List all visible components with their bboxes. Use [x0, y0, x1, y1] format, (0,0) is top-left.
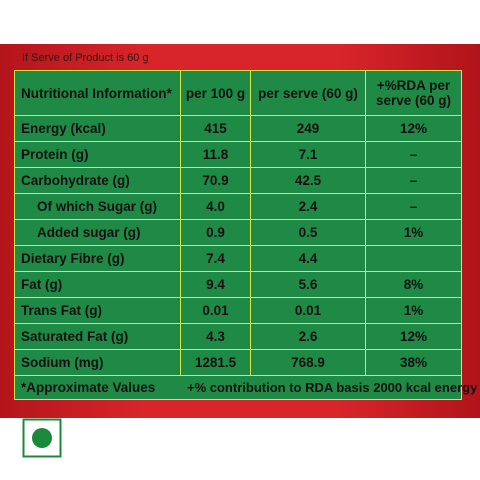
nutrient-cell: Carbohydrate (g) — [15, 168, 181, 193]
value-cell: 415 — [181, 116, 251, 141]
nutrient-cell: Energy (kcal) — [15, 116, 181, 141]
value-cell: 7.1 — [251, 142, 366, 167]
value-cell: 4.4 — [251, 246, 366, 271]
value-cell: 249 — [251, 116, 366, 141]
value-cell: 1% — [403, 303, 424, 318]
header-cell: per 100 g — [181, 71, 251, 115]
footer-text: *Approximate Values — [21, 380, 156, 395]
value-cell: – — [409, 173, 418, 188]
value-cell: 4.3 — [181, 324, 251, 349]
table-row: Added sugar (g) 0.9 0.5 1% — [15, 220, 461, 246]
value-cell: 0.01 — [181, 298, 251, 323]
header-cell: per serve (60 g) — [251, 71, 366, 115]
value-cell: – — [409, 199, 418, 214]
footer-row: *Approximate Values +% contribution to RD… — [15, 376, 477, 399]
value-cell: 38% — [399, 355, 428, 370]
value-cell: 7.4 — [181, 246, 251, 271]
value-cell: 70.9 — [181, 168, 251, 193]
nutrient-cell: Protein (g) — [15, 142, 181, 167]
value-cell: 0.01 — [251, 298, 366, 323]
value-cell: 2.6 — [251, 324, 366, 349]
table-row: Energy (kcal) 415 249 12% — [15, 116, 461, 142]
nutrient-cell: Added sugar (g) — [15, 220, 181, 245]
table-row: Saturated Fat (g) 4.3 2.6 12% — [15, 324, 461, 350]
table-row: Carbohydrate (g) 70.9 42.5 – — [15, 168, 461, 194]
value-cell: 12% — [399, 329, 428, 344]
nutrient-cell: Saturated Fat (g) — [15, 324, 181, 349]
header-cell: +%RDA per serve (60 g) — [375, 78, 452, 108]
value-cell: 5.6 — [251, 272, 366, 297]
value-cell: 1281.5 — [181, 350, 251, 375]
header-cell: Nutritional Information* — [15, 71, 181, 115]
veg-symbol — [22, 418, 62, 458]
value-cell: 768.9 — [251, 350, 366, 375]
nutrient-cell: Fat (g) — [15, 272, 181, 297]
nutrition-table: Nutritional Information* per 100 g per ser… — [14, 70, 477, 400]
serve-note: If Serve of Product is 60 g — [22, 52, 149, 64]
nutrient-cell: Trans Fat (g) — [15, 298, 181, 323]
value-cell: 1% — [403, 225, 424, 240]
table-row: Of which Sugar (g) 4.0 2.4 – — [15, 194, 461, 220]
value-cell: – — [409, 147, 418, 162]
value-cell — [366, 246, 461, 271]
value-cell: 11.8 — [181, 142, 251, 167]
table-row: Sodium (mg) 1281.5 768.9 38% — [15, 350, 461, 376]
value-cell: 8% — [403, 277, 424, 292]
table-row: Trans Fat (g) 0.01 0.01 1% — [15, 298, 461, 324]
value-cell: 4.0 — [181, 194, 251, 219]
value-cell: 9.4 — [181, 272, 251, 297]
value-cell: 0.9 — [181, 220, 251, 245]
nutrient-cell: Dietary Fibre (g) — [15, 246, 181, 271]
footer-text: +% contribution to RDA basis 2000 kcal e… — [187, 380, 478, 395]
nutrient-cell: Of which Sugar (g) — [15, 194, 181, 219]
value-cell: 2.4 — [251, 194, 366, 219]
nutrient-cell: Sodium (mg) — [15, 350, 181, 375]
table-row: Dietary Fibre (g) 7.4 4.4 — [15, 246, 461, 272]
value-cell: 12% — [399, 121, 428, 136]
table-row: Fat (g) 9.4 5.6 8% — [15, 272, 461, 298]
value-cell: 42.5 — [251, 168, 366, 193]
table-row: Protein (g) 11.8 7.1 – — [15, 142, 461, 168]
value-cell: 0.5 — [251, 220, 366, 245]
header-row: Nutritional Information* per 100 g per ser… — [15, 71, 461, 116]
